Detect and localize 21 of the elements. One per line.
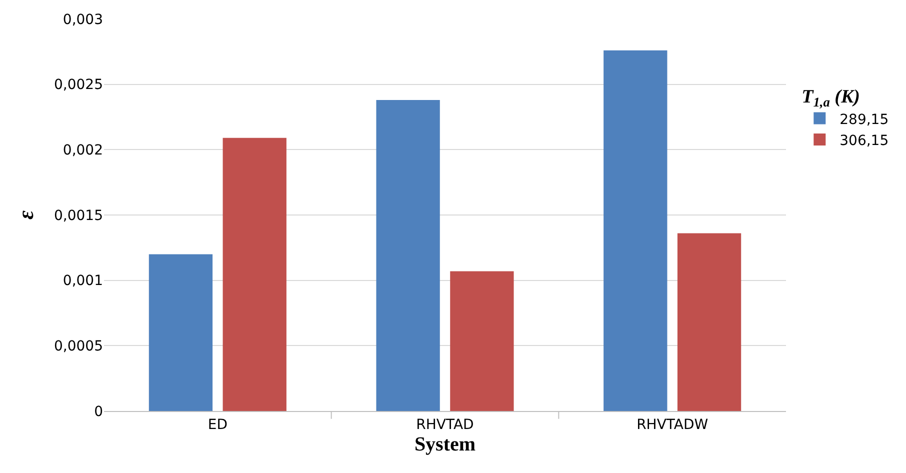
y-tick-label: 0,0025 [54, 77, 103, 94]
y-tick-label: 0,003 [62, 12, 103, 28]
bar [604, 50, 668, 411]
y-axis-title: ε [12, 210, 38, 220]
y-tick-label: 0,0015 [54, 208, 103, 224]
y-tick-label: 0,002 [62, 142, 103, 159]
y-tick-label: 0,001 [62, 273, 103, 290]
x-tick-label: RHVTAD [416, 416, 474, 433]
bar [450, 271, 514, 411]
bar [148, 254, 213, 411]
y-tick-label: 0 [94, 404, 103, 420]
legend-label: 306,15 [840, 132, 889, 149]
legend-label: 289,15 [840, 112, 889, 128]
legend-title: T$_{1,a}$ (K) [802, 86, 860, 110]
bar [677, 233, 742, 411]
x-axis-title: System [414, 433, 476, 456]
bar [222, 138, 286, 411]
y-tick-label: 0,0005 [54, 338, 103, 355]
x-tick-label: ED [208, 416, 228, 433]
x-tick-label: RHVTADW [636, 416, 708, 433]
bar [376, 100, 440, 411]
